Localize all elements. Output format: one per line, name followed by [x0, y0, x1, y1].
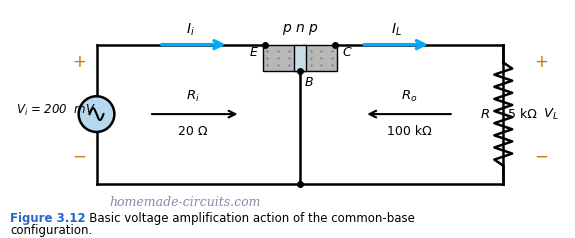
Text: +: + [534, 53, 548, 70]
Text: $V_i$ = 200  mV: $V_i$ = 200 mV [16, 103, 96, 118]
Text: 20 Ω: 20 Ω [178, 125, 208, 139]
Text: $V_L$: $V_L$ [543, 107, 559, 122]
Text: E: E [250, 46, 257, 59]
Text: −: − [534, 148, 548, 166]
Text: C: C [342, 46, 351, 59]
Text: +: + [72, 53, 87, 70]
Bar [302, 45, 336, 71]
Circle shape [79, 96, 114, 132]
Text: configuration.: configuration. [10, 224, 93, 237]
Bar [263, 45, 298, 71]
Text: $R_o$: $R_o$ [401, 89, 417, 104]
Text: Figure 3.12: Figure 3.12 [10, 212, 86, 225]
Text: $I_i$: $I_i$ [186, 22, 195, 38]
Text: Basic voltage amplification action of the common-base: Basic voltage amplification action of th… [78, 212, 415, 225]
Text: $I_L$: $I_L$ [390, 22, 401, 38]
Text: $R_i$: $R_i$ [186, 89, 200, 104]
Text: $p$ $n$ $p$: $p$ $n$ $p$ [282, 22, 318, 37]
Text: −: − [72, 148, 87, 166]
Text: 100 kΩ: 100 kΩ [386, 125, 431, 139]
Text: B: B [305, 76, 313, 89]
Text: R: R [481, 108, 490, 121]
Text: homemade-circuits.com: homemade-circuits.com [109, 196, 261, 209]
Text: 5 kΩ: 5 kΩ [508, 108, 537, 121]
Bar [294, 45, 306, 71]
